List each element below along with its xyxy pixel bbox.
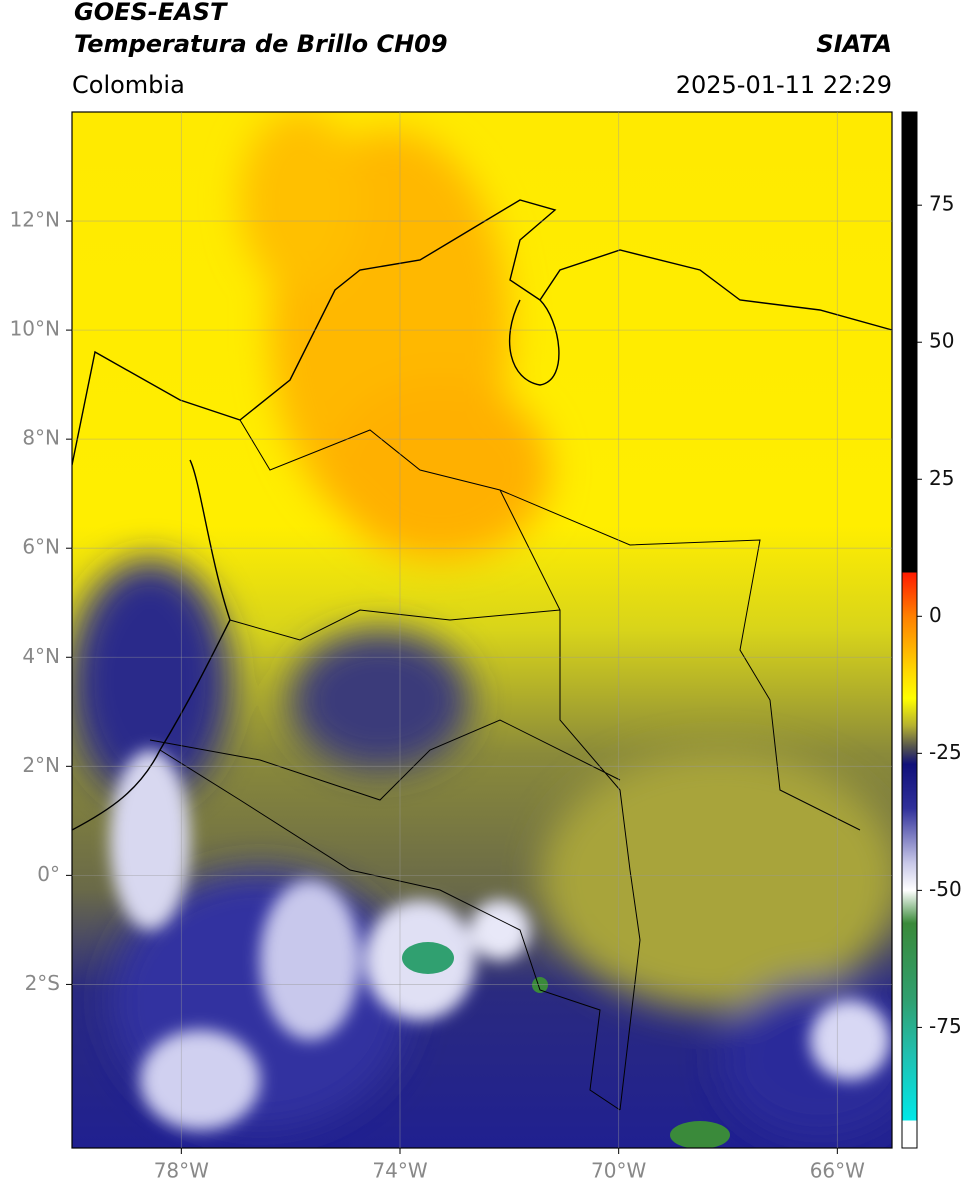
colorbar-tick-label: -25 [929, 740, 962, 764]
x-tick-label: 78°W [154, 1159, 209, 1183]
y-tick-label: 0° [37, 862, 60, 886]
satellite-image [72, 112, 892, 1148]
colorbar [901, 111, 918, 1149]
source: SIATA [816, 30, 892, 58]
colorbar-tick-label: 0 [929, 603, 942, 627]
y-tick-label: 6°N [22, 535, 60, 559]
title: GOES-EAST [74, 0, 228, 26]
subtitle: Temperatura de Brillo CH09 [74, 30, 448, 58]
x-tick-label: 70°W [591, 1159, 646, 1183]
colorbar-tick-label: -50 [929, 877, 962, 901]
x-tick-label: 66°W [810, 1159, 865, 1183]
colorbar-tick-label: 25 [929, 466, 954, 490]
y-tick-label: 10°N [10, 317, 60, 341]
y-tick-label: 12°N [10, 208, 60, 232]
timestamp: 2025-01-11 22:29 [676, 71, 892, 99]
y-tick-label: 2°S [25, 971, 60, 995]
colorbar-tick-label: 50 [929, 329, 954, 353]
region: Colombia [72, 71, 185, 99]
colorbar-tick-label: -75 [929, 1014, 962, 1038]
y-tick-label: 4°N [22, 644, 60, 668]
y-tick-label: 8°N [22, 426, 60, 450]
y-tick-label: 2°N [22, 753, 60, 777]
colorbar-tick-label: 75 [929, 192, 954, 216]
map-frame [71, 111, 893, 1149]
x-tick-label: 74°W [372, 1159, 427, 1183]
